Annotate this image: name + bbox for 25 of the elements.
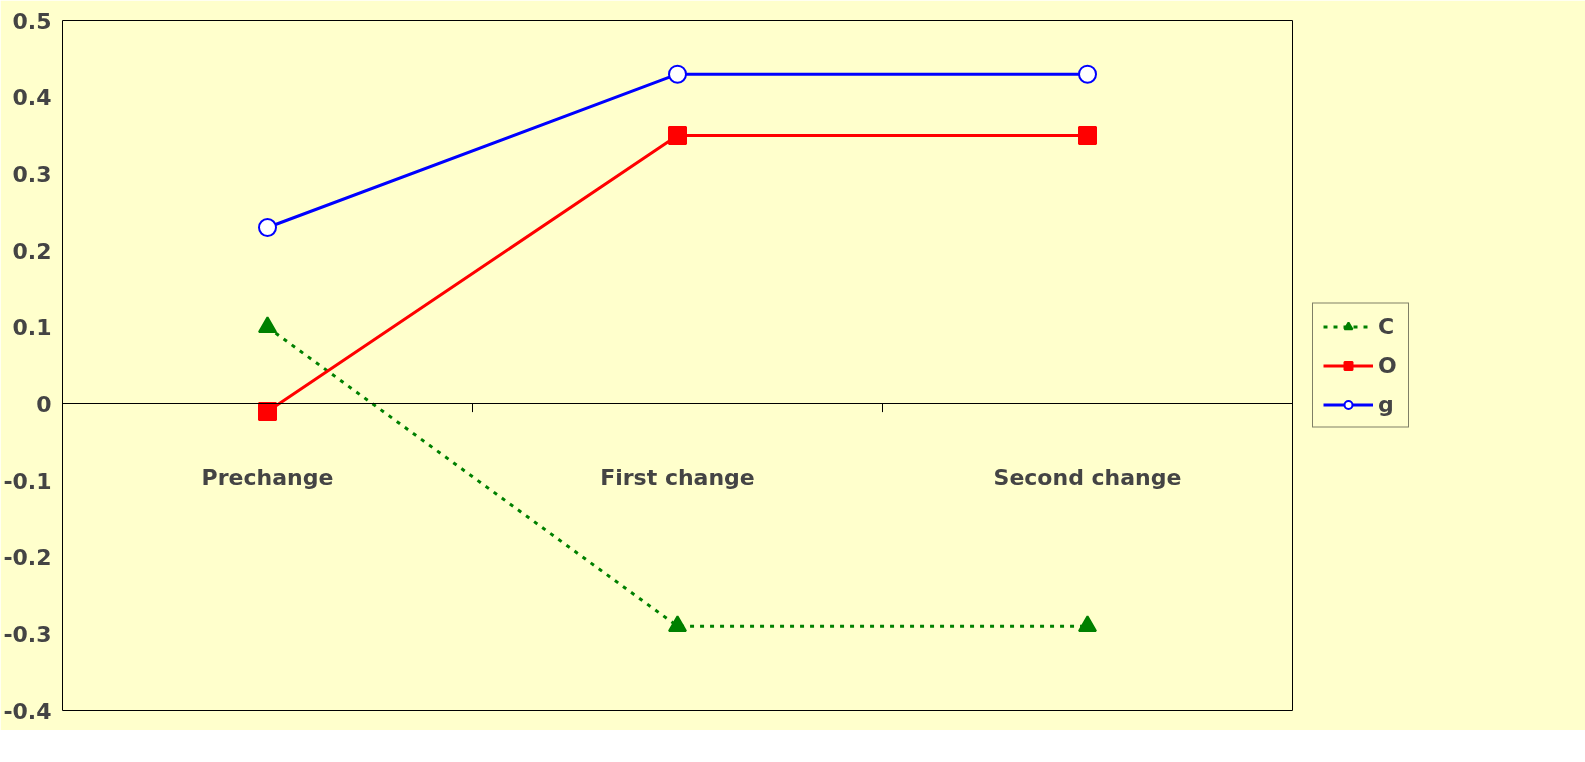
point — [668, 615, 687, 633]
point — [1078, 615, 1097, 633]
y-tick-label: -0.1 — [3, 468, 52, 494]
y-tick-label: 0 — [36, 391, 52, 417]
x-tick-label: Second change — [993, 464, 1182, 490]
legend-label: O — [1378, 352, 1398, 378]
point — [668, 126, 687, 145]
y-tick-label: -0.2 — [3, 545, 52, 571]
point — [1078, 64, 1097, 84]
legend-label: C — [1378, 313, 1396, 339]
y-tick-label: -0.4 — [3, 698, 52, 724]
point — [668, 64, 687, 84]
point — [258, 402, 277, 421]
y-tick-label: 0.4 — [12, 85, 52, 111]
y-tick-label: 0.1 — [12, 315, 52, 341]
y-tick-label: 0.2 — [12, 238, 52, 264]
x-tick-label: First change — [600, 464, 755, 490]
y-tick-label: -0.3 — [3, 621, 52, 647]
x-tick-label: Prechange — [201, 464, 334, 490]
y-tick-label: 0.3 — [12, 161, 52, 187]
y-tick-label: 0.5 — [12, 8, 52, 34]
point — [258, 218, 277, 237]
point — [1078, 126, 1097, 145]
legend-label: g — [1378, 391, 1395, 417]
point — [258, 316, 277, 334]
